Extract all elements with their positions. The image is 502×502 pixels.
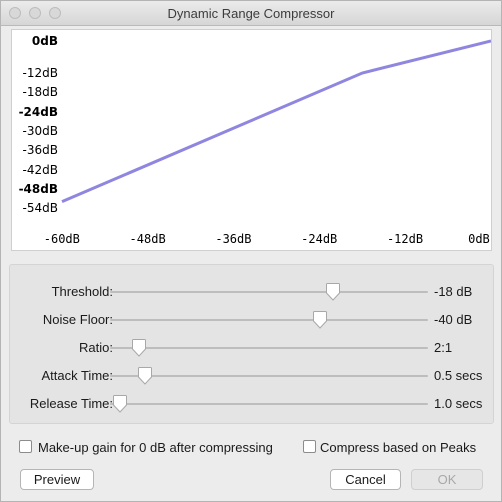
x-tick-label: 0dB — [468, 232, 490, 246]
slider-track[interactable] — [110, 347, 428, 349]
cancel-button[interactable]: Cancel — [330, 469, 401, 490]
x-tick-label: -36dB — [215, 232, 252, 246]
x-tick-label: -12dB — [386, 232, 424, 246]
y-tick-label: -48dB — [18, 181, 58, 196]
control-label: Noise Floor: — [42, 312, 113, 327]
title-bar: Dynamic Range Compressor — [1, 1, 501, 26]
control-row: Release Time: 1.0 secs — [10, 394, 495, 414]
control-value: 1.0 secs — [434, 396, 483, 411]
slider-thumb[interactable] — [112, 394, 128, 414]
x-tick-label: -48dB — [129, 232, 166, 246]
y-tick-label: -42dB — [22, 162, 58, 177]
controls-panel: Threshold: -18 dB Noise Floor: -40 dB Ratio:… — [9, 264, 494, 424]
preview-button[interactable]: Preview — [20, 469, 94, 490]
slider-track[interactable] — [110, 375, 428, 377]
peaks-label: Compress based on Peaks — [320, 440, 477, 455]
control-label: Attack Time: — [41, 368, 113, 383]
slider-thumb[interactable] — [325, 282, 341, 302]
makeup-gain-checkbox[interactable] — [19, 440, 32, 453]
ok-button[interactable]: OK — [411, 469, 483, 490]
makeup-gain-label: Make-up gain for 0 dB after compressing — [38, 440, 273, 455]
control-row: Attack Time: 0.5 secs — [10, 366, 495, 386]
control-label: Threshold: — [51, 284, 113, 299]
slider-thumb[interactable] — [131, 338, 147, 358]
control-row: Ratio: 2:1 — [10, 338, 495, 358]
makeup-gain-option[interactable]: Make-up gain for 0 dB after compressing — [19, 439, 299, 457]
y-tick-label: 0dB — [31, 34, 58, 48]
control-label: Ratio: — [79, 340, 113, 355]
slider-track[interactable] — [110, 319, 428, 321]
control-row: Threshold: -18 dB — [10, 282, 495, 302]
window-title: Dynamic Range Compressor — [167, 6, 335, 21]
control-value: -18 dB — [434, 284, 473, 299]
y-tick-label: -36dB — [22, 143, 58, 158]
control-value: 0.5 secs — [434, 368, 483, 383]
control-row: Noise Floor: -40 dB — [10, 310, 495, 330]
control-value: 2:1 — [434, 340, 453, 355]
curve-plot — [61, 39, 491, 204]
y-tick-label: -12dB — [22, 66, 58, 80]
peaks-checkbox[interactable] — [303, 440, 316, 453]
y-tick-label: -30dB — [22, 123, 58, 138]
slider-track[interactable] — [110, 403, 428, 405]
close-window-button[interactable] — [9, 7, 21, 19]
zoom-window-button[interactable] — [49, 7, 61, 19]
slider-thumb[interactable] — [312, 310, 328, 330]
control-value: -40 dB — [434, 312, 473, 327]
y-tick-label: -54dB — [22, 201, 58, 216]
slider-thumb[interactable] — [137, 366, 153, 386]
compression-curve-line — [61, 39, 491, 204]
compression-curve-graph: 0dB -12dB -18dB -24dB -30dB -36dB -42dB -48dB -5… — [11, 29, 492, 251]
y-tick-label: -24dB — [18, 104, 58, 119]
x-tick-label: -24dB — [301, 232, 338, 246]
control-label: Release Time: — [29, 396, 113, 411]
peaks-option[interactable]: Compress based on Peaks — [303, 439, 493, 457]
x-tick-label: -60dB — [43, 232, 80, 246]
minimize-window-button[interactable] — [29, 7, 41, 19]
slider-track[interactable] — [110, 291, 428, 293]
y-tick-label: -18dB — [22, 85, 58, 100]
